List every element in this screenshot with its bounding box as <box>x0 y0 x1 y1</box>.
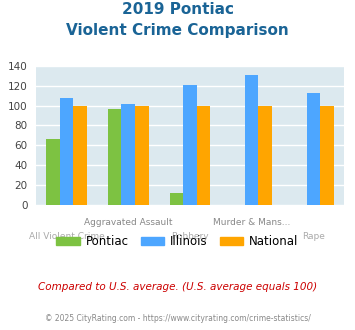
Legend: Pontiac, Illinois, National: Pontiac, Illinois, National <box>52 230 303 253</box>
Text: Rape: Rape <box>302 232 325 241</box>
Bar <box>46 139 60 205</box>
Bar <box>320 106 334 205</box>
Bar <box>73 106 87 205</box>
Bar <box>121 104 135 205</box>
Text: Aggravated Assault: Aggravated Assault <box>84 218 173 227</box>
Bar <box>60 98 73 205</box>
Bar <box>258 106 272 205</box>
Bar <box>135 106 148 205</box>
Text: Compared to U.S. average. (U.S. average equals 100): Compared to U.S. average. (U.S. average … <box>38 282 317 292</box>
Text: Robbery: Robbery <box>171 232 209 241</box>
Bar <box>183 85 197 205</box>
Bar <box>170 193 183 205</box>
Bar <box>197 106 210 205</box>
Bar <box>245 75 258 205</box>
Text: 2019 Pontiac: 2019 Pontiac <box>121 2 234 16</box>
Text: Violent Crime Comparison: Violent Crime Comparison <box>66 23 289 38</box>
Bar <box>108 109 121 205</box>
Text: All Violent Crime: All Violent Crime <box>28 232 104 241</box>
Text: Murder & Mans...: Murder & Mans... <box>213 218 290 227</box>
Bar <box>307 93 320 205</box>
Text: © 2025 CityRating.com - https://www.cityrating.com/crime-statistics/: © 2025 CityRating.com - https://www.city… <box>45 314 310 323</box>
